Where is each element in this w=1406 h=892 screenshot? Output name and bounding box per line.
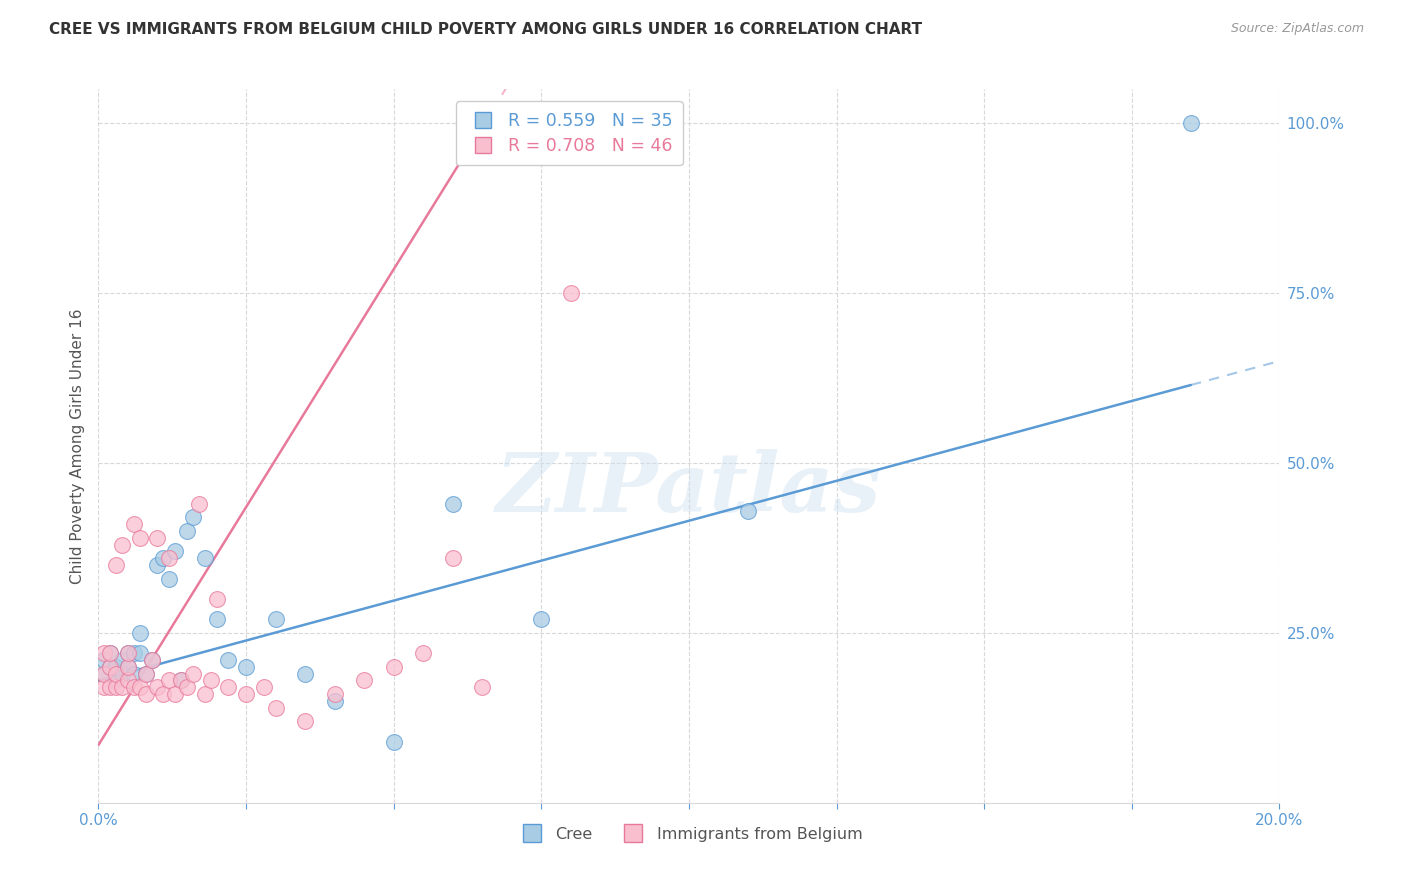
Text: CREE VS IMMIGRANTS FROM BELGIUM CHILD POVERTY AMONG GIRLS UNDER 16 CORRELATION C: CREE VS IMMIGRANTS FROM BELGIUM CHILD PO… <box>49 22 922 37</box>
Point <box>93 666 115 681</box>
Point <box>141 653 163 667</box>
Point <box>382 660 405 674</box>
Point <box>117 660 139 674</box>
Point <box>128 646 150 660</box>
Point <box>128 680 150 694</box>
Point <box>146 531 169 545</box>
Point <box>152 687 174 701</box>
Point <box>157 673 180 688</box>
Point <box>105 666 128 681</box>
Point <box>141 653 163 667</box>
Point <box>217 653 239 667</box>
Point <box>560 286 582 301</box>
Point <box>353 673 375 688</box>
Point <box>187 497 209 511</box>
Point <box>111 666 134 681</box>
Point <box>105 680 128 694</box>
Point <box>737 503 759 517</box>
Point <box>205 612 228 626</box>
Y-axis label: Child Poverty Among Girls Under 16: Child Poverty Among Girls Under 16 <box>69 309 84 583</box>
Point <box>264 612 287 626</box>
Point <box>117 646 139 660</box>
Point <box>122 680 145 694</box>
Point <box>105 673 128 688</box>
Point <box>146 558 169 572</box>
Point <box>128 531 150 545</box>
Point <box>294 666 316 681</box>
Point <box>530 612 553 626</box>
Point <box>441 497 464 511</box>
Point <box>98 646 121 660</box>
Point <box>323 694 346 708</box>
Point <box>170 673 193 688</box>
Point <box>117 646 139 660</box>
Point <box>122 666 145 681</box>
Point <box>111 537 134 551</box>
Point <box>382 734 405 748</box>
Legend: Cree, Immigrants from Belgium: Cree, Immigrants from Belgium <box>509 821 869 848</box>
Point <box>98 680 121 694</box>
Point <box>117 660 139 674</box>
Point <box>181 510 204 524</box>
Point <box>122 646 145 660</box>
Point <box>181 666 204 681</box>
Point <box>253 680 276 694</box>
Point <box>294 714 316 729</box>
Point <box>157 572 180 586</box>
Point <box>122 517 145 532</box>
Text: ZIPatlas: ZIPatlas <box>496 449 882 529</box>
Point <box>98 646 121 660</box>
Point <box>1180 116 1202 130</box>
Point <box>105 558 128 572</box>
Point <box>152 551 174 566</box>
Point <box>194 687 217 701</box>
Point <box>205 591 228 606</box>
Point <box>157 551 180 566</box>
Point <box>441 551 464 566</box>
Text: Source: ZipAtlas.com: Source: ZipAtlas.com <box>1230 22 1364 36</box>
Point <box>105 660 128 674</box>
Point <box>93 680 115 694</box>
Point <box>135 666 157 681</box>
Point <box>111 653 134 667</box>
Point <box>235 687 257 701</box>
Point <box>264 700 287 714</box>
Point <box>111 680 134 694</box>
Point <box>412 646 434 660</box>
Point <box>217 680 239 694</box>
Point <box>176 524 198 538</box>
Point <box>135 666 157 681</box>
Point <box>146 680 169 694</box>
Point <box>117 673 139 688</box>
Point <box>93 666 115 681</box>
Point <box>176 680 198 694</box>
Point <box>471 680 494 694</box>
Point <box>98 660 121 674</box>
Point <box>128 626 150 640</box>
Point <box>235 660 257 674</box>
Point <box>170 673 193 688</box>
Point <box>135 687 157 701</box>
Point <box>165 544 187 558</box>
Point <box>323 687 346 701</box>
Point <box>165 687 187 701</box>
Point <box>98 660 121 674</box>
Point <box>200 673 222 688</box>
Point <box>93 653 115 667</box>
Point <box>93 646 115 660</box>
Point <box>194 551 217 566</box>
